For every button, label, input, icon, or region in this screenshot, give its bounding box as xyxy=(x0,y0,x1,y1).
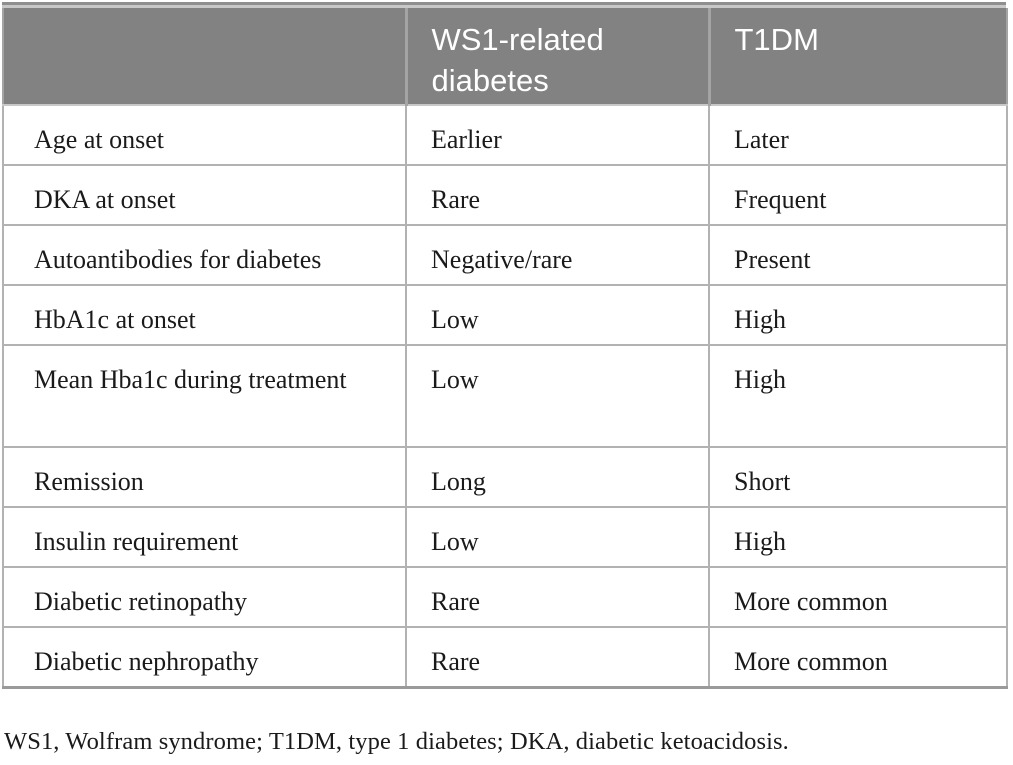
t1dm-value-cell: More common xyxy=(708,626,1008,689)
table-row: Insulin requirement Low High xyxy=(2,506,1008,568)
table-row: Age at onset Earlier Later xyxy=(2,104,1008,166)
ws1-value-cell: Long xyxy=(405,446,710,508)
table-body: Age at onset Earlier Later DKA at onset … xyxy=(2,104,1008,689)
table-row: Diabetic nephropathy Rare More common xyxy=(2,626,1008,689)
t1dm-column-header: T1DM xyxy=(707,8,1008,106)
feature-cell: Mean Hba1c during treatment xyxy=(2,344,407,448)
table-row: Diabetic retinopathy Rare More common xyxy=(2,566,1008,628)
ws1-value-cell: Rare xyxy=(405,164,710,226)
abbreviations-footnote: WS1, Wolfram syndrome; T1DM, type 1 diab… xyxy=(4,728,789,755)
feature-cell: HbA1c at onset xyxy=(2,284,407,346)
ws1-value-cell: Earlier xyxy=(405,104,710,166)
table-top-border xyxy=(2,2,1006,5)
table-row: Remission Long Short xyxy=(2,446,1008,508)
feature-cell: Diabetic nephropathy xyxy=(2,626,407,689)
t1dm-value-cell: High xyxy=(708,506,1008,568)
ws1-value-cell: Low xyxy=(405,344,710,448)
table-header: WS1-related diabetes T1DM xyxy=(2,8,1008,106)
ws1-value-cell: Rare xyxy=(405,566,710,628)
t1dm-value-cell: Short xyxy=(708,446,1008,508)
ws1-column-header: WS1-related diabetes xyxy=(404,8,709,106)
comparison-table: WS1-related diabetes T1DM Age at onset E… xyxy=(2,2,1008,689)
feature-cell: DKA at onset xyxy=(2,164,407,226)
ws1-value-cell: Low xyxy=(405,284,710,346)
t1dm-value-cell: High xyxy=(708,284,1008,346)
feature-column-header xyxy=(2,8,406,106)
feature-cell: Autoantibodies for diabetes xyxy=(2,224,407,286)
header-row: WS1-related diabetes T1DM xyxy=(2,8,1008,106)
feature-cell: Diabetic retinopathy xyxy=(2,566,407,628)
ws1-value-cell: Low xyxy=(405,506,710,568)
table-row: Mean Hba1c during treatment Low High xyxy=(2,344,1008,448)
t1dm-value-cell: More common xyxy=(708,566,1008,628)
t1dm-value-cell: Frequent xyxy=(708,164,1008,226)
feature-cell: Remission xyxy=(2,446,407,508)
t1dm-value-cell: High xyxy=(708,344,1008,448)
feature-cell: Insulin requirement xyxy=(2,506,407,568)
feature-cell: Age at onset xyxy=(2,104,407,166)
ws1-value-cell: Negative/rare xyxy=(405,224,710,286)
t1dm-value-cell: Present xyxy=(708,224,1008,286)
ws1-vs-t1dm-table: WS1-related diabetes T1DM Age at onset E… xyxy=(2,8,1008,689)
table-row: Autoantibodies for diabetes Negative/rar… xyxy=(2,224,1008,286)
table-row: HbA1c at onset Low High xyxy=(2,284,1008,346)
table-row: DKA at onset Rare Frequent xyxy=(2,164,1008,226)
ws1-value-cell: Rare xyxy=(405,626,710,689)
table-top-border-light xyxy=(2,5,1006,8)
t1dm-value-cell: Later xyxy=(708,104,1008,166)
